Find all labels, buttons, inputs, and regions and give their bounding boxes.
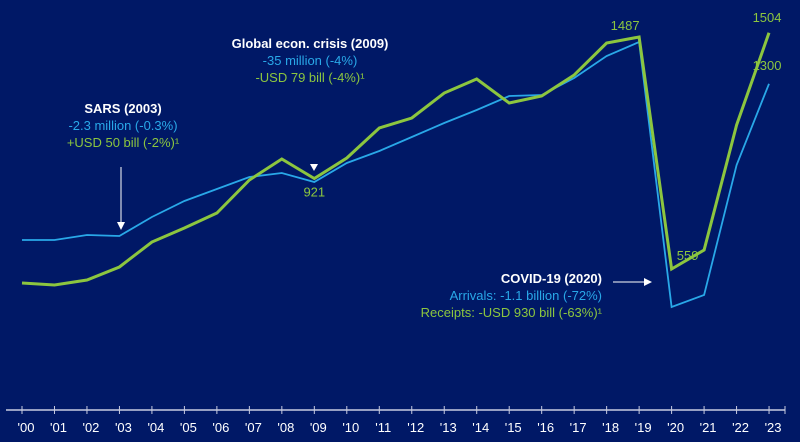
x-tick-label: '07 <box>245 420 262 435</box>
x-tick-label: '00 <box>18 420 35 435</box>
x-tick-label: '06 <box>212 420 229 435</box>
data-label: 1487 <box>611 18 640 33</box>
gfc-arrivals: -35 million (-4%) <box>262 53 358 68</box>
data-labels: 921 1487 559 1504 1300 <box>303 10 781 263</box>
x-tick-label: '11 <box>375 420 391 435</box>
data-label: 1504 <box>753 10 782 25</box>
x-tick-label: '04 <box>147 420 164 435</box>
x-tick-label: '19 <box>635 420 652 435</box>
x-tick-label: '22 <box>732 420 749 435</box>
x-tick-label: '05 <box>180 420 197 435</box>
covid-receipts: Receipts: -USD 930 bill (-63%)¹ <box>420 305 602 320</box>
sars-arrivals: -2.3 million (-0.3%) <box>68 118 178 133</box>
x-tick-label: '03 <box>115 420 132 435</box>
x-tick-label: '12 <box>407 420 424 435</box>
x-tick-label: '23 <box>765 420 782 435</box>
x-tick-label: '10 <box>342 420 359 435</box>
sars-annotation: SARS (2003) -2.3 million (-0.3%) +USD 50… <box>38 100 208 151</box>
gfc-annotation: Global econ. crisis (2009) -35 million (… <box>210 35 410 86</box>
sars-title: SARS (2003) <box>84 101 162 116</box>
covid-title: COVID-19 (2020) <box>500 271 602 286</box>
x-axis: '00 '01 '02 '03 '04 '05 '06 '07 '08 '09 '10 '11 '12 '… <box>6 406 786 435</box>
x-tick-label: '17 <box>570 420 587 435</box>
sars-receipts: +USD 50 bill (-2%)¹ <box>66 135 180 150</box>
series-layer <box>21 32 771 309</box>
covid-annotation: COVID-19 (2020) Arrivals: -1.1 billion (… <box>400 270 602 321</box>
data-label: 559 <box>677 248 699 263</box>
data-label: 921 <box>303 185 325 200</box>
gfc-marker-icon <box>310 164 318 171</box>
x-tick-label: '08 <box>277 420 294 435</box>
x-tick-label: '13 <box>440 420 457 435</box>
x-tick-label: '02 <box>82 420 99 435</box>
annotation-arrows <box>117 164 652 286</box>
x-tick-label: '16 <box>537 420 554 435</box>
x-tick-label: '14 <box>472 420 489 435</box>
covid-arrivals: Arrivals: -1.1 billion (-72%) <box>449 288 602 303</box>
gfc-title: Global econ. crisis (2009) <box>231 36 389 51</box>
sars-arrow-head <box>117 222 125 230</box>
x-tick-label: '01 <box>50 420 67 435</box>
x-tick-label: '09 <box>310 420 327 435</box>
x-tick-label: '18 <box>602 420 619 435</box>
covid-arrow-head <box>644 278 652 286</box>
x-tick-label: '21 <box>700 420 717 435</box>
series-line-receipts <box>21 32 771 287</box>
x-tick-label: '15 <box>505 420 522 435</box>
gfc-receipts: -USD 79 bill (-4%)¹ <box>255 70 365 85</box>
data-label: 1300 <box>753 58 782 73</box>
x-tick-label: '20 <box>667 420 684 435</box>
